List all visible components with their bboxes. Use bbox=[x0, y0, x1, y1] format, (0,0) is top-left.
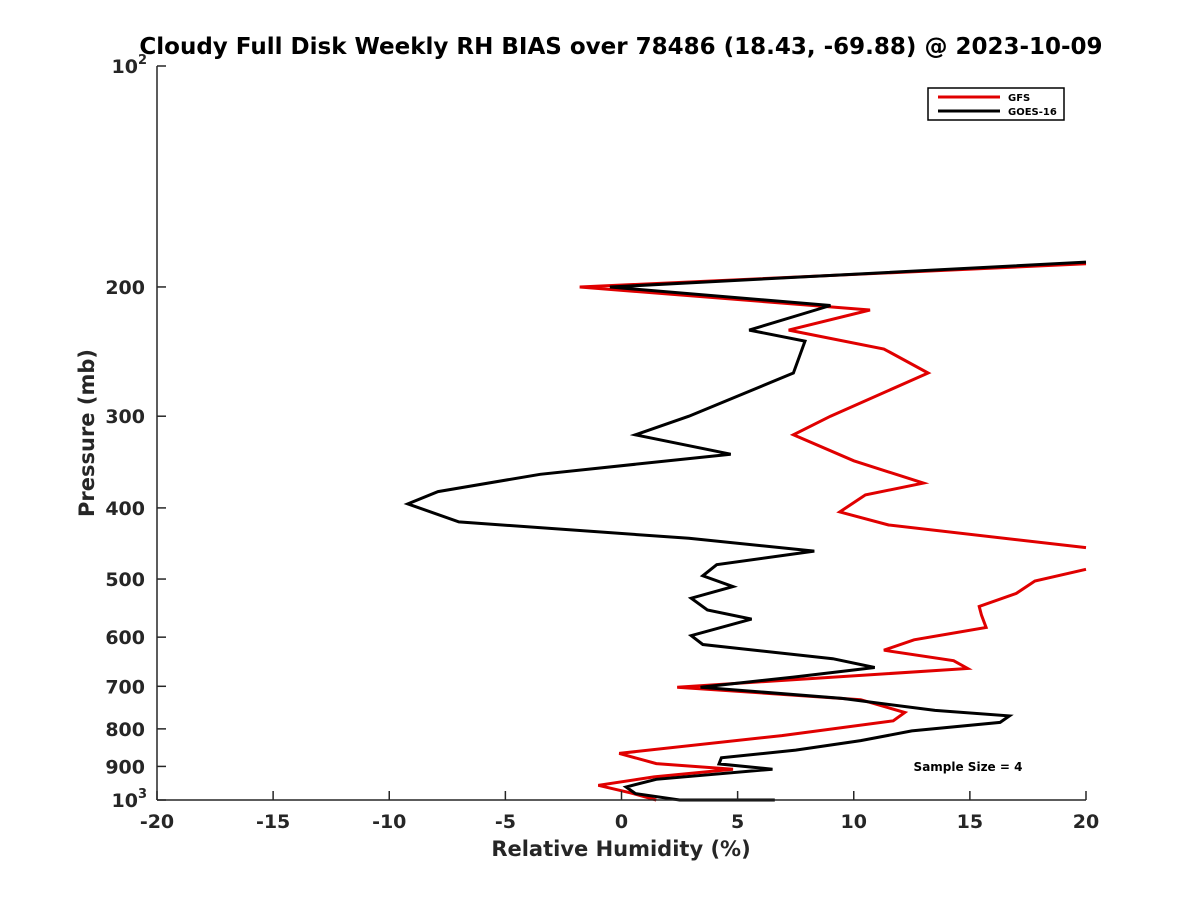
series-line-goes-16 bbox=[403, 260, 1087, 802]
y-tick-label: 102 bbox=[112, 53, 148, 78]
y-tick-label: 800 bbox=[105, 719, 145, 741]
legend-label-goes-16: GOES-16 bbox=[1008, 107, 1057, 118]
legend: GFS GOES-16 bbox=[927, 87, 1065, 121]
sample-size-annotation: Sample Size = 4 bbox=[914, 760, 1023, 774]
y-tick-label: 900 bbox=[105, 756, 145, 778]
x-tick-label: 5 bbox=[731, 811, 744, 833]
plot-area: -20 -15 -10 -5 0 5 10 15 20 102 200 300 400 500 600 700… bbox=[105, 53, 1099, 833]
series-line-gfs-0 bbox=[579, 262, 1087, 550]
x-tick-label: 20 bbox=[1073, 811, 1099, 833]
y-tick-label: 700 bbox=[105, 676, 145, 698]
y-tick-label: 200 bbox=[105, 277, 145, 299]
x-axis-label: Relative Humidity (%) bbox=[491, 837, 750, 861]
x-tick-label: -10 bbox=[372, 811, 406, 833]
y-axis-label: Pressure (mb) bbox=[75, 349, 99, 517]
x-tick-label: 10 bbox=[841, 811, 867, 833]
x-tick-label: 15 bbox=[957, 811, 983, 833]
x-tick-label: -5 bbox=[495, 811, 516, 833]
chart-title: Cloudy Full Disk Weekly RH BIAS over 784… bbox=[139, 34, 1102, 60]
x-tick-label: -20 bbox=[140, 811, 174, 833]
y-tick-label: 600 bbox=[105, 627, 145, 649]
y-tick-label: 500 bbox=[105, 569, 145, 591]
y-tick-label: 300 bbox=[105, 406, 145, 428]
x-tick-label: 0 bbox=[615, 811, 628, 833]
y-tick-label: 103 bbox=[112, 787, 148, 812]
y-tick-label: 400 bbox=[105, 498, 145, 520]
x-tick-label: -15 bbox=[256, 811, 290, 833]
legend-box bbox=[927, 87, 1065, 121]
series-gfs bbox=[579, 262, 1087, 802]
series-goes-16 bbox=[403, 260, 1087, 802]
legend-label-gfs: GFS bbox=[1008, 93, 1030, 104]
